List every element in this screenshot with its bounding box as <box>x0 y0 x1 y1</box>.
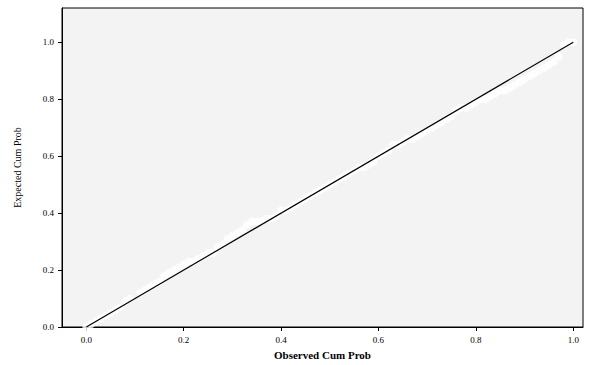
svg-text:Expected Cum Prob: Expected Cum Prob <box>12 127 23 208</box>
svg-text:0.8: 0.8 <box>470 335 482 345</box>
svg-text:1.0: 1.0 <box>43 37 55 47</box>
svg-text:0.2: 0.2 <box>178 335 189 345</box>
svg-text:1.0: 1.0 <box>568 335 580 345</box>
svg-text:0.2: 0.2 <box>43 265 54 275</box>
svg-text:0.0: 0.0 <box>81 335 93 345</box>
svg-text:Observed Cum Prob: Observed Cum Prob <box>274 349 371 361</box>
svg-text:0.6: 0.6 <box>43 151 55 161</box>
svg-text:0.8: 0.8 <box>43 94 55 104</box>
svg-text:0.6: 0.6 <box>373 335 385 345</box>
svg-text:0.4: 0.4 <box>275 335 287 345</box>
svg-text:0.4: 0.4 <box>43 208 55 218</box>
svg-text:0.0: 0.0 <box>43 322 55 332</box>
